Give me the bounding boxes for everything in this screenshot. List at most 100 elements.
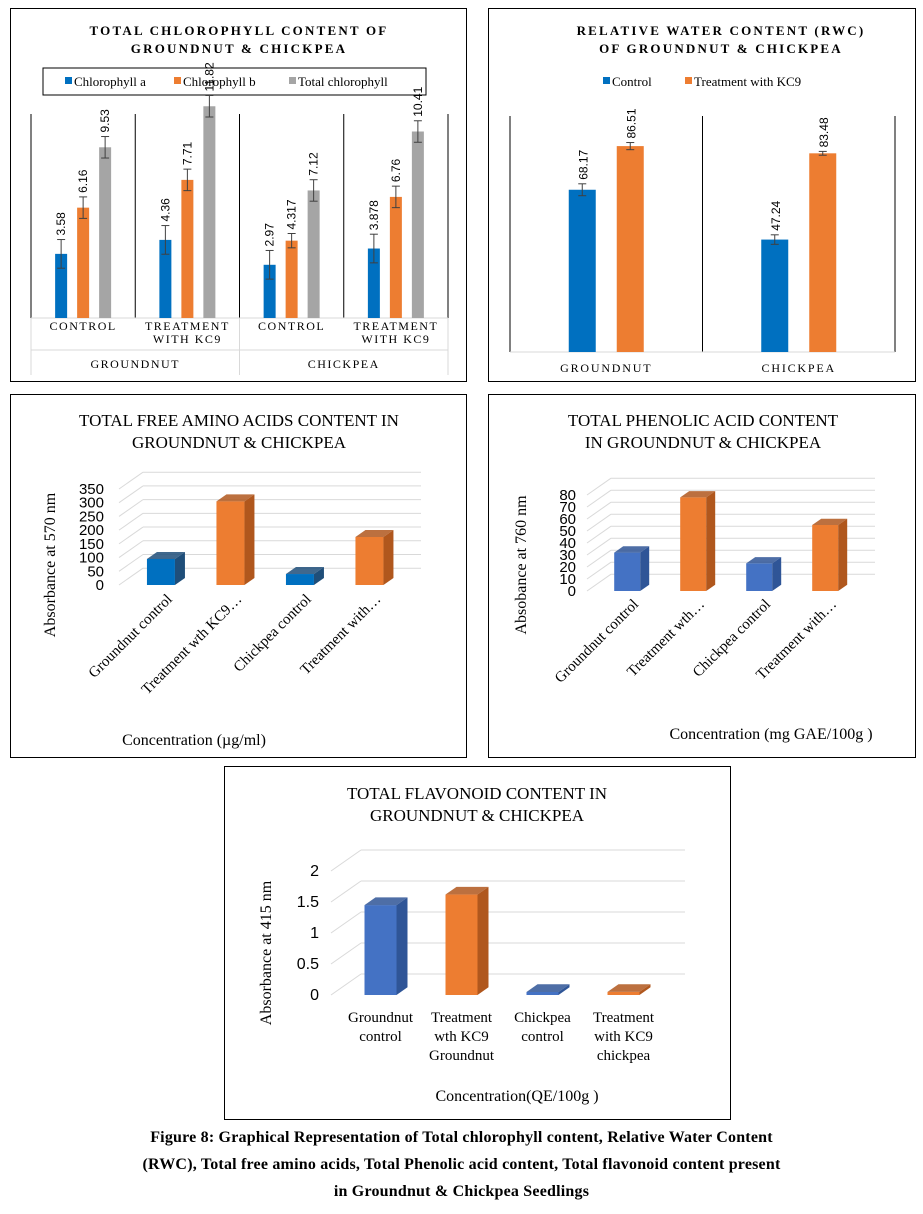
data-label: 10.41: [411, 86, 425, 116]
gridline-depth: [586, 573, 612, 592]
bar: [607, 991, 640, 995]
x-tick-label: control: [359, 1029, 402, 1045]
bar: [809, 153, 837, 352]
gridline-depth: [118, 540, 144, 558]
x-tick-label: Groundnut: [348, 1010, 414, 1026]
x-tick-label: with KC9: [594, 1029, 653, 1045]
y-tick-label: 0: [568, 583, 576, 600]
gridline-depth: [118, 554, 144, 572]
bar-side: [313, 567, 324, 585]
gridline-depth: [586, 489, 612, 508]
bar: [159, 239, 172, 318]
data-label: 2.97: [263, 223, 277, 247]
y-tick-label: 70: [559, 499, 576, 516]
bar-top: [216, 494, 255, 502]
legend-box: [42, 67, 427, 96]
bar: [614, 552, 641, 591]
bar: [285, 574, 314, 585]
bar-top: [526, 984, 570, 992]
x-tick-label: wth KC9: [434, 1029, 489, 1045]
y-tick-label: 0: [310, 987, 319, 1004]
data-label: 47.24: [769, 200, 783, 230]
data-label: 7.12: [307, 152, 321, 176]
y-axis-label: Absorbance at 415 nm: [258, 880, 275, 1025]
bar-side: [639, 984, 651, 995]
gridline-depth: [586, 537, 612, 556]
y-tick-label: 20: [559, 559, 576, 576]
gridline-depth: [330, 849, 362, 872]
data-label: 3.878: [367, 200, 381, 230]
bar-side: [477, 886, 489, 995]
x-tick-label: Groundnut: [429, 1048, 495, 1064]
bar: [216, 501, 245, 585]
legend-swatch: [65, 77, 72, 84]
data-label: 7.71: [180, 141, 194, 165]
legend-label: Treatment with KC9: [694, 74, 801, 89]
gridline-depth: [586, 513, 612, 532]
x-tick-label: Treatment: [593, 1010, 655, 1026]
bar-top: [285, 567, 324, 575]
bar-top: [607, 984, 651, 992]
flavonoid-chart-panel: TOTAL FLAVONOID CONTENT IN GROUNDNUT & CH…: [224, 766, 731, 1120]
legend-label: Chlorophyll a: [74, 74, 146, 89]
bar-top: [680, 491, 716, 498]
bar: [367, 248, 380, 318]
bar: [616, 146, 644, 352]
x-tick-label: TREATMENT: [353, 319, 438, 333]
bar: [568, 189, 596, 352]
data-label: 68.17: [576, 149, 590, 179]
bar-side: [244, 494, 255, 585]
x-tick-label: TREATMENT: [145, 319, 230, 333]
legend-swatch: [603, 77, 610, 84]
bar-side: [174, 551, 185, 585]
caption-line: in Groundnut & Chickpea Seedlings: [333, 1183, 590, 1200]
y-axis-label: Absobance at 760 nm: [513, 495, 530, 635]
bar: [526, 992, 559, 995]
bar: [55, 253, 68, 318]
x-tick-label: WITH KC9: [153, 332, 222, 346]
bar: [355, 537, 384, 585]
legend-swatch: [174, 77, 181, 84]
legend-swatch: [289, 77, 296, 84]
y-tick-label: 0.5: [297, 956, 319, 973]
gridline-depth: [586, 549, 612, 568]
amino-acids-chart: TOTAL FREE AMINO ACIDS CONTENT IN GROUNDN…: [42, 411, 421, 749]
chart-title: GROUNDNUT & CHICKPEA: [131, 41, 347, 56]
y-tick-label: 200: [79, 522, 104, 539]
gridline-depth: [330, 973, 362, 996]
amino-acids-chart-panel: TOTAL FREE AMINO ACIDS CONTENT IN GROUNDN…: [10, 394, 467, 758]
data-label: 6.16: [76, 169, 90, 193]
bar: [77, 207, 90, 318]
x-axis-label: Concentration (µg/ml): [122, 732, 266, 749]
bar-side: [772, 557, 782, 591]
bar: [263, 264, 276, 318]
x-tick-label: CONTROL: [258, 319, 325, 333]
bar-side: [396, 897, 408, 995]
chart-title: RELATIVE WATER CONTENT (RWC): [577, 23, 866, 38]
x-tick-label: GROUNDNUT: [560, 361, 652, 375]
gridline-depth: [586, 525, 612, 544]
x-tick-label: Chickpea: [514, 1010, 571, 1026]
bar-top: [812, 518, 848, 525]
gridline-depth: [118, 485, 144, 504]
caption-line: (RWC), Total free amino acids, Total Phe…: [142, 1156, 781, 1173]
bar-side: [558, 984, 570, 995]
legend-label: Control: [612, 74, 652, 89]
data-label: 86.51: [624, 108, 638, 138]
gridline-depth: [118, 567, 144, 586]
legend-label: Chlorophyll b: [183, 74, 256, 89]
bar-top: [614, 546, 650, 553]
bar: [181, 179, 194, 318]
y-axis-label: Absorbance at 570 nm: [42, 492, 59, 637]
chart-title: GROUNDNUT & CHICKPEA: [132, 433, 347, 452]
rwc-chart-panel: RELATIVE WATER CONTENT (RWC) OF GROUNDNUT…: [488, 8, 916, 382]
bar: [203, 106, 216, 318]
gridline-depth: [118, 526, 144, 545]
chart-title: TOTAL PHENOLIC ACID CONTENT: [568, 411, 839, 430]
bar: [680, 497, 707, 591]
bar: [364, 905, 397, 995]
bar: [389, 196, 402, 318]
gridline-depth: [330, 942, 362, 965]
bar-top: [146, 551, 185, 559]
x-tick-label: CONTROL: [50, 319, 117, 333]
